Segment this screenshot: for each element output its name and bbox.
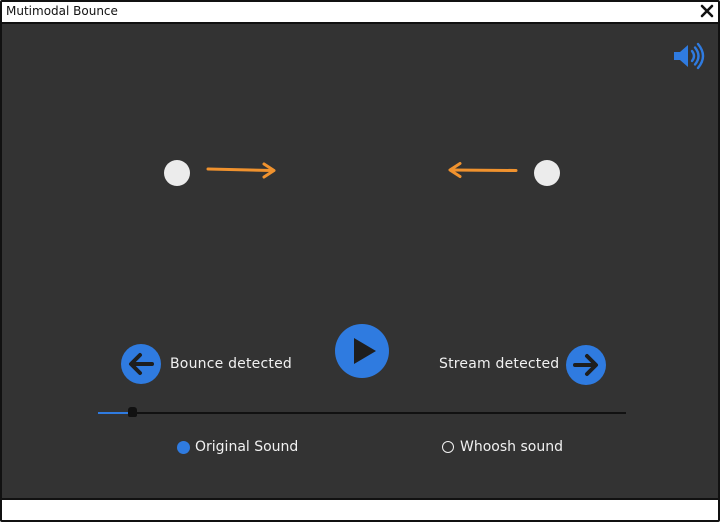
progress-slider[interactable] <box>98 407 626 417</box>
bounce-detected-label: Bounce detected <box>170 356 292 372</box>
left-ball <box>164 160 190 186</box>
play-button[interactable] <box>334 323 390 379</box>
arrow-right-motion-icon <box>206 162 276 179</box>
play-icon <box>354 338 376 364</box>
status-bar <box>2 500 718 520</box>
radio-whoosh-sound-label: Whoosh sound <box>460 439 563 455</box>
radio-checked-indicator <box>177 441 190 454</box>
close-icon[interactable] <box>699 3 715 19</box>
right-ball <box>534 160 560 186</box>
arrow-left-circle-icon[interactable] <box>120 343 162 385</box>
title-bar: Mutimodal Bounce <box>2 2 718 24</box>
radio-original-sound-label: Original Sound <box>195 439 299 455</box>
radio-unchecked-indicator <box>442 441 454 453</box>
speaker-icon[interactable] <box>672 42 706 70</box>
progress-fill <box>98 412 130 414</box>
arrow-left-motion-icon <box>448 162 518 178</box>
stream-detected-label: Stream detected <box>439 356 560 372</box>
progress-thumb[interactable] <box>128 407 137 417</box>
animation-stage: Bounce detected Stream detected Original… <box>2 24 718 500</box>
window-title: Mutimodal Bounce <box>6 4 118 18</box>
arrow-right-circle-icon[interactable] <box>565 344 607 386</box>
